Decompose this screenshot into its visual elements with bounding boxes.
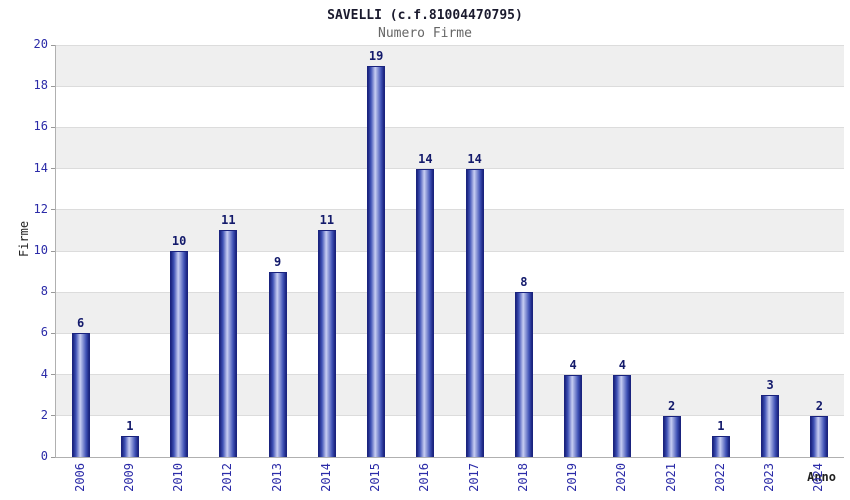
y-tick-label: 18 xyxy=(33,78,48,93)
bar-value-label: 9 xyxy=(274,254,282,269)
bar xyxy=(514,292,533,457)
y-tick-mark xyxy=(51,44,55,46)
y-tick-label: 14 xyxy=(33,160,48,175)
x-tick-label: 2019 xyxy=(565,463,580,492)
bar-value-label: 8 xyxy=(520,275,528,290)
bar-value-label: 1 xyxy=(126,419,134,434)
y-tick-label: 0 xyxy=(40,449,48,463)
x-tick-label: 2020 xyxy=(614,463,629,492)
bar xyxy=(761,395,780,457)
gridline xyxy=(56,332,844,334)
bar xyxy=(170,251,189,457)
y-tick-label: 8 xyxy=(40,284,48,299)
bar xyxy=(662,415,681,457)
x-tick-label: 2024 xyxy=(811,463,826,492)
bar-value-label: 1 xyxy=(717,419,725,434)
bar-value-label: 19 xyxy=(368,48,384,63)
chart-subtitle: Numero Firme xyxy=(378,26,472,41)
x-tick-label: 2016 xyxy=(417,463,432,492)
x-tick-label: 2010 xyxy=(171,463,186,492)
bar xyxy=(71,333,90,457)
x-tick-label: 2023 xyxy=(762,463,777,492)
y-tick-mark xyxy=(51,291,55,293)
bar xyxy=(416,168,435,457)
y-tick-label: 10 xyxy=(33,243,48,257)
bar xyxy=(711,436,730,457)
bar-value-label: 10 xyxy=(171,234,187,248)
gridline xyxy=(56,415,844,417)
plot-band xyxy=(56,127,844,169)
chart-title: SAVELLI (c.f.81004470795) xyxy=(327,8,523,23)
x-tick-label: 2021 xyxy=(663,463,678,492)
y-tick-label: 12 xyxy=(33,201,48,216)
gridline xyxy=(56,44,844,46)
plot-band xyxy=(56,168,844,210)
bar xyxy=(317,230,336,457)
gridline xyxy=(56,126,844,128)
bar-value-label: 11 xyxy=(319,213,335,228)
x-tick-label: 2012 xyxy=(220,463,235,492)
y-tick-mark xyxy=(51,250,55,252)
bar-value-label: 14 xyxy=(418,151,433,166)
bar-value-label: 4 xyxy=(569,357,577,372)
bar-value-label: 6 xyxy=(77,316,85,331)
y-tick-label: 6 xyxy=(40,325,48,340)
y-tick-label: 16 xyxy=(33,119,48,134)
gridline xyxy=(56,209,844,211)
x-tick-label: 2013 xyxy=(269,463,284,492)
x-tick-label: 2018 xyxy=(515,463,530,492)
gridline xyxy=(56,168,844,170)
x-tick-label: 2006 xyxy=(72,463,87,492)
y-tick-mark xyxy=(51,415,55,417)
plot-band xyxy=(56,45,844,87)
y-tick-label: 20 xyxy=(33,37,48,51)
x-tick-label: 2022 xyxy=(712,463,727,492)
bar xyxy=(465,168,484,457)
gridline xyxy=(56,374,844,376)
x-tick-label: 2015 xyxy=(368,463,383,492)
gridline xyxy=(56,85,844,87)
bar xyxy=(810,415,829,457)
bar-value-label: 2 xyxy=(668,398,676,413)
bar-value-label: 11 xyxy=(221,213,236,228)
plot-band xyxy=(56,86,844,128)
y-tick-mark xyxy=(51,332,55,334)
gridline xyxy=(56,291,844,293)
y-tick-mark xyxy=(51,168,55,170)
bar xyxy=(120,436,139,457)
y-tick-label: 4 xyxy=(40,366,48,381)
bar xyxy=(219,230,238,457)
y-tick-mark xyxy=(51,209,55,211)
x-tick-label: 2009 xyxy=(121,463,136,492)
plot-area: 0 2 4 6 8 10 12 14 16 18 20 6 2006 1 2009 10 2010 11 2012 9… xyxy=(34,37,844,492)
bar xyxy=(268,271,287,457)
bar-value-label: 4 xyxy=(618,357,626,372)
x-tick-label: 2014 xyxy=(318,463,333,492)
gridline xyxy=(56,250,844,252)
y-tick-mark xyxy=(51,456,55,458)
bar xyxy=(613,374,632,457)
y-tick-mark xyxy=(51,85,55,87)
x-axis-label: Anno xyxy=(807,470,836,484)
y-tick-mark xyxy=(51,374,55,376)
bar xyxy=(367,65,386,457)
bar-value-label: 3 xyxy=(766,378,774,393)
bar-value-label: 2 xyxy=(815,398,823,413)
x-tick-label: 2017 xyxy=(466,463,481,492)
bar xyxy=(564,374,583,457)
y-tick-mark xyxy=(51,126,55,128)
plot-band xyxy=(56,209,844,251)
bar-value-label: 14 xyxy=(467,151,482,166)
y-tick-label: 2 xyxy=(40,407,48,422)
